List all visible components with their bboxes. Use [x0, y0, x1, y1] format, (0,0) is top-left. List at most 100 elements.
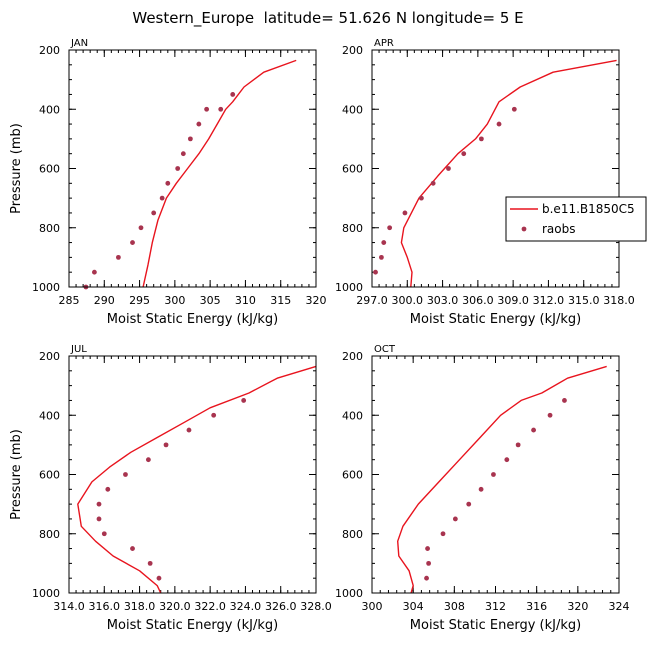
- x-tick-label: 328.0: [300, 600, 332, 613]
- series-line-model: [77, 365, 317, 594]
- x-tick-label: 314.0: [53, 600, 85, 613]
- y-tick-label: 400: [39, 409, 60, 422]
- x-tick-label: 316: [526, 600, 547, 613]
- series-line-model: [397, 365, 607, 594]
- panel-apr: 297.0 300.0 303.0 306.0 309.0 312.0 315.0 318.0…: [335, 38, 647, 327]
- data-point-raobs: [562, 398, 567, 403]
- data-point-raobs: [230, 92, 236, 97]
- data-point-raobs: [478, 486, 484, 492]
- y-tick-label: 400: [342, 409, 363, 422]
- data-point-raobs: [218, 106, 224, 112]
- x-tick-label: 297.0: [356, 294, 388, 307]
- legend-label-raobs: raobs: [542, 222, 576, 236]
- x-tick-label: 305: [200, 294, 221, 307]
- data-point-raobs: [159, 195, 165, 201]
- panel-jul: 314.0 316.0 318.0 320.0 322.0 324.0 326.0 328.0…: [9, 344, 332, 633]
- x-axis-label: Moist Static Energy (kJ/kg): [410, 618, 581, 633]
- data-point-raobs: [424, 575, 429, 581]
- data-point-raobs: [440, 531, 446, 537]
- x-tick-label: 318.0: [124, 600, 156, 613]
- y-tick-label: 200: [342, 350, 363, 363]
- x-axis-label: Moist Static Energy (kJ/kg): [107, 618, 278, 633]
- x-axis-label: Moist Static Energy (kJ/kg): [410, 312, 581, 327]
- data-point-raobs: [96, 501, 102, 507]
- plot-frame: [371, 49, 620, 288]
- x-tick-label: 315: [270, 294, 291, 307]
- panel-oct: 300 304 308 312 316 320 324 200 400 600 800 1000 Moi…: [335, 344, 630, 633]
- data-point-raobs: [156, 575, 162, 581]
- data-point-raobs: [381, 240, 387, 245]
- panel-title: JUL: [70, 344, 87, 355]
- y-tick-label: 1000: [32, 281, 60, 294]
- panel-title: JAN: [70, 38, 88, 49]
- data-point-raobs: [116, 254, 121, 260]
- x-tick-label: 300: [164, 294, 185, 307]
- y-tick-label: 600: [342, 469, 363, 482]
- panel-title: OCT: [374, 344, 396, 355]
- data-point-raobs: [504, 457, 510, 463]
- x-tick-label: 320: [567, 600, 588, 613]
- data-point-raobs: [138, 225, 144, 231]
- data-point-raobs: [491, 472, 496, 477]
- legend: b.e11.B1850C5 raobs: [505, 196, 647, 242]
- plot-frame: [68, 355, 317, 594]
- x-tick-label: 306.0: [462, 294, 494, 307]
- panels: 285 290 295 300 305 310 315 320 200 400 600 800 1000…: [9, 38, 647, 633]
- data-point-raobs: [430, 180, 436, 186]
- y-tick-label: 200: [39, 44, 60, 57]
- data-point-raobs: [130, 240, 135, 245]
- data-point-raobs: [187, 136, 193, 142]
- y-tick-label: 600: [39, 469, 60, 482]
- y-tick-label: 400: [39, 103, 60, 116]
- legend-marker-swatch: [521, 226, 527, 232]
- plot-frame: [371, 355, 620, 594]
- x-tick-label: 312: [485, 600, 506, 613]
- x-tick-label: 300: [362, 600, 383, 613]
- data-point-raobs: [165, 180, 171, 186]
- data-point-raobs: [511, 106, 517, 112]
- y-axis-label: Pressure (mb): [9, 123, 24, 214]
- y-tick-label: 400: [342, 103, 363, 116]
- data-point-raobs: [196, 121, 202, 127]
- x-tick-label: 300.0: [392, 294, 424, 307]
- data-point-raobs: [531, 427, 536, 433]
- x-tick-label: 318.0: [603, 294, 635, 307]
- data-point-raobs: [496, 121, 502, 127]
- data-point-raobs: [123, 472, 128, 477]
- x-tick-label: 290: [94, 294, 115, 307]
- x-tick-label: 320.0: [159, 600, 191, 613]
- x-tick-label: 322.0: [194, 600, 226, 613]
- y-tick-label: 1000: [335, 281, 363, 294]
- data-point-raobs: [547, 412, 553, 418]
- data-point-raobs: [402, 210, 408, 216]
- x-tick-label: 312.0: [533, 294, 565, 307]
- data-point-raobs: [186, 427, 192, 433]
- data-point-raobs: [151, 210, 157, 216]
- x-tick-label: 310: [235, 294, 256, 307]
- data-point-raobs: [92, 269, 97, 275]
- data-point-raobs: [204, 106, 210, 112]
- data-point-raobs: [452, 516, 458, 522]
- x-tick-label: 324.0: [230, 600, 262, 613]
- x-tick-label: 285: [59, 294, 80, 307]
- data-point-raobs: [163, 442, 169, 448]
- x-tick-label: 303.0: [427, 294, 459, 307]
- x-axis-label: Moist Static Energy (kJ/kg): [107, 312, 278, 327]
- y-tick-label: 1000: [335, 587, 363, 600]
- x-tick-label: 304: [403, 600, 424, 613]
- y-tick-label: 600: [39, 163, 60, 176]
- data-point-raobs: [419, 195, 424, 201]
- legend-box: [505, 196, 647, 242]
- figure-title: Western_Europe latitude= 51.626 N longit…: [132, 9, 523, 28]
- data-point-raobs: [147, 560, 153, 566]
- x-tick-label: 315.0: [568, 294, 600, 307]
- data-point-raobs: [379, 254, 384, 260]
- y-axis-label: Pressure (mb): [9, 429, 24, 520]
- series-line-model: [400, 59, 617, 288]
- data-point-raobs: [211, 412, 217, 418]
- legend-label-model: b.e11.B1850C5: [542, 202, 635, 216]
- plot-frame: [68, 49, 317, 288]
- y-tick-label: 800: [342, 528, 363, 541]
- y-tick-label: 600: [342, 163, 363, 176]
- data-point-raobs: [105, 486, 111, 492]
